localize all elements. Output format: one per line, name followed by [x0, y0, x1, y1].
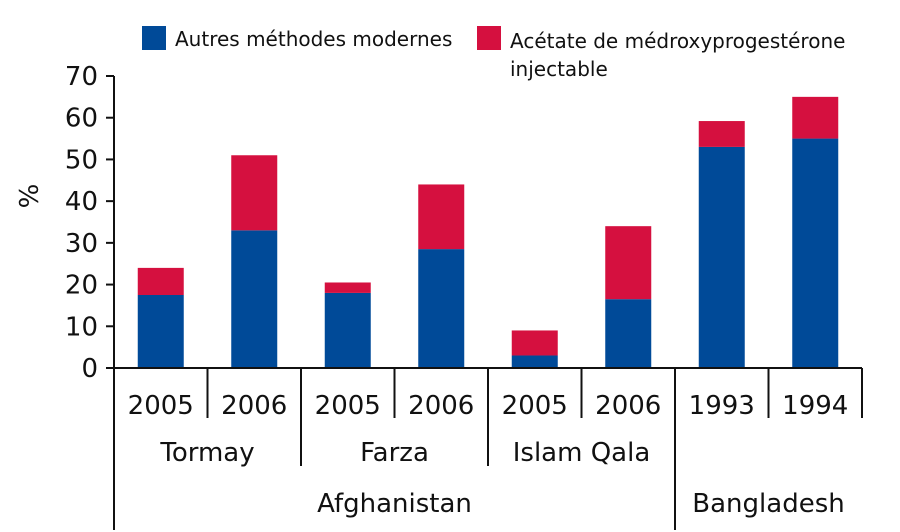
- bar-other-methods: [231, 230, 278, 368]
- bar-other-methods: [324, 292, 371, 368]
- bar-dmpa: [511, 330, 558, 356]
- y-axis: 0 10 20 30 40 50 60 70: [65, 62, 115, 384]
- region-label: Bangladesh: [692, 489, 844, 519]
- x-tick-label: 2006: [221, 391, 287, 421]
- legend-swatch-other-methods: [142, 26, 166, 50]
- y-tick-label: 10: [65, 312, 98, 342]
- bar-other-methods: [792, 138, 839, 368]
- x-tick-label: 1993: [689, 391, 755, 421]
- bars: [137, 96, 839, 368]
- y-tick-label: 0: [81, 354, 98, 384]
- bar-other-methods: [137, 295, 184, 368]
- x-tick-label: 2005: [315, 391, 381, 421]
- bar-dmpa: [418, 184, 465, 250]
- x-tick-label: 2006: [595, 391, 661, 421]
- y-tick-label: 70: [65, 62, 98, 92]
- legend: Autres méthodes modernes Acétate de médr…: [142, 26, 845, 81]
- y-tick-label: 40: [65, 187, 98, 217]
- legend-label-other-methods: Autres méthodes modernes: [175, 27, 452, 51]
- group-label: Tormay: [159, 438, 254, 468]
- region-label: Afghanistan: [317, 489, 472, 519]
- x-axis: 2005 2006 2005 2006 2005 2006 1993 1994 Tormay Fa…: [113, 367, 863, 530]
- y-tick-label: 30: [65, 229, 98, 259]
- bar-dmpa: [792, 96, 839, 139]
- group-label: Islam Qala: [513, 438, 651, 468]
- y-tick-label: 60: [65, 104, 98, 134]
- legend-swatch-dmpa: [477, 26, 501, 50]
- legend-label-dmpa-line-1: Acétate de médroxyprogestérone: [510, 29, 845, 53]
- bar-dmpa: [231, 155, 278, 231]
- bar-dmpa: [698, 121, 745, 147]
- y-axis-label: %: [15, 184, 45, 209]
- group-label: Farza: [360, 438, 429, 468]
- x-tick-label: 1994: [782, 391, 848, 421]
- bar-other-methods: [698, 146, 745, 368]
- bar-dmpa: [137, 267, 184, 295]
- bar-dmpa: [324, 282, 371, 293]
- x-tick-label: 2006: [408, 391, 474, 421]
- bar-other-methods: [418, 249, 465, 368]
- bar-other-methods: [605, 299, 652, 368]
- bar-dmpa: [605, 226, 652, 300]
- bar-other-methods: [511, 355, 558, 368]
- x-tick-label: 2005: [502, 391, 568, 421]
- y-tick-label: 50: [65, 145, 98, 175]
- x-tick-label: 2005: [128, 391, 194, 421]
- y-tick-label: 20: [65, 271, 98, 301]
- legend-label-dmpa-line-2: injectable: [510, 57, 608, 81]
